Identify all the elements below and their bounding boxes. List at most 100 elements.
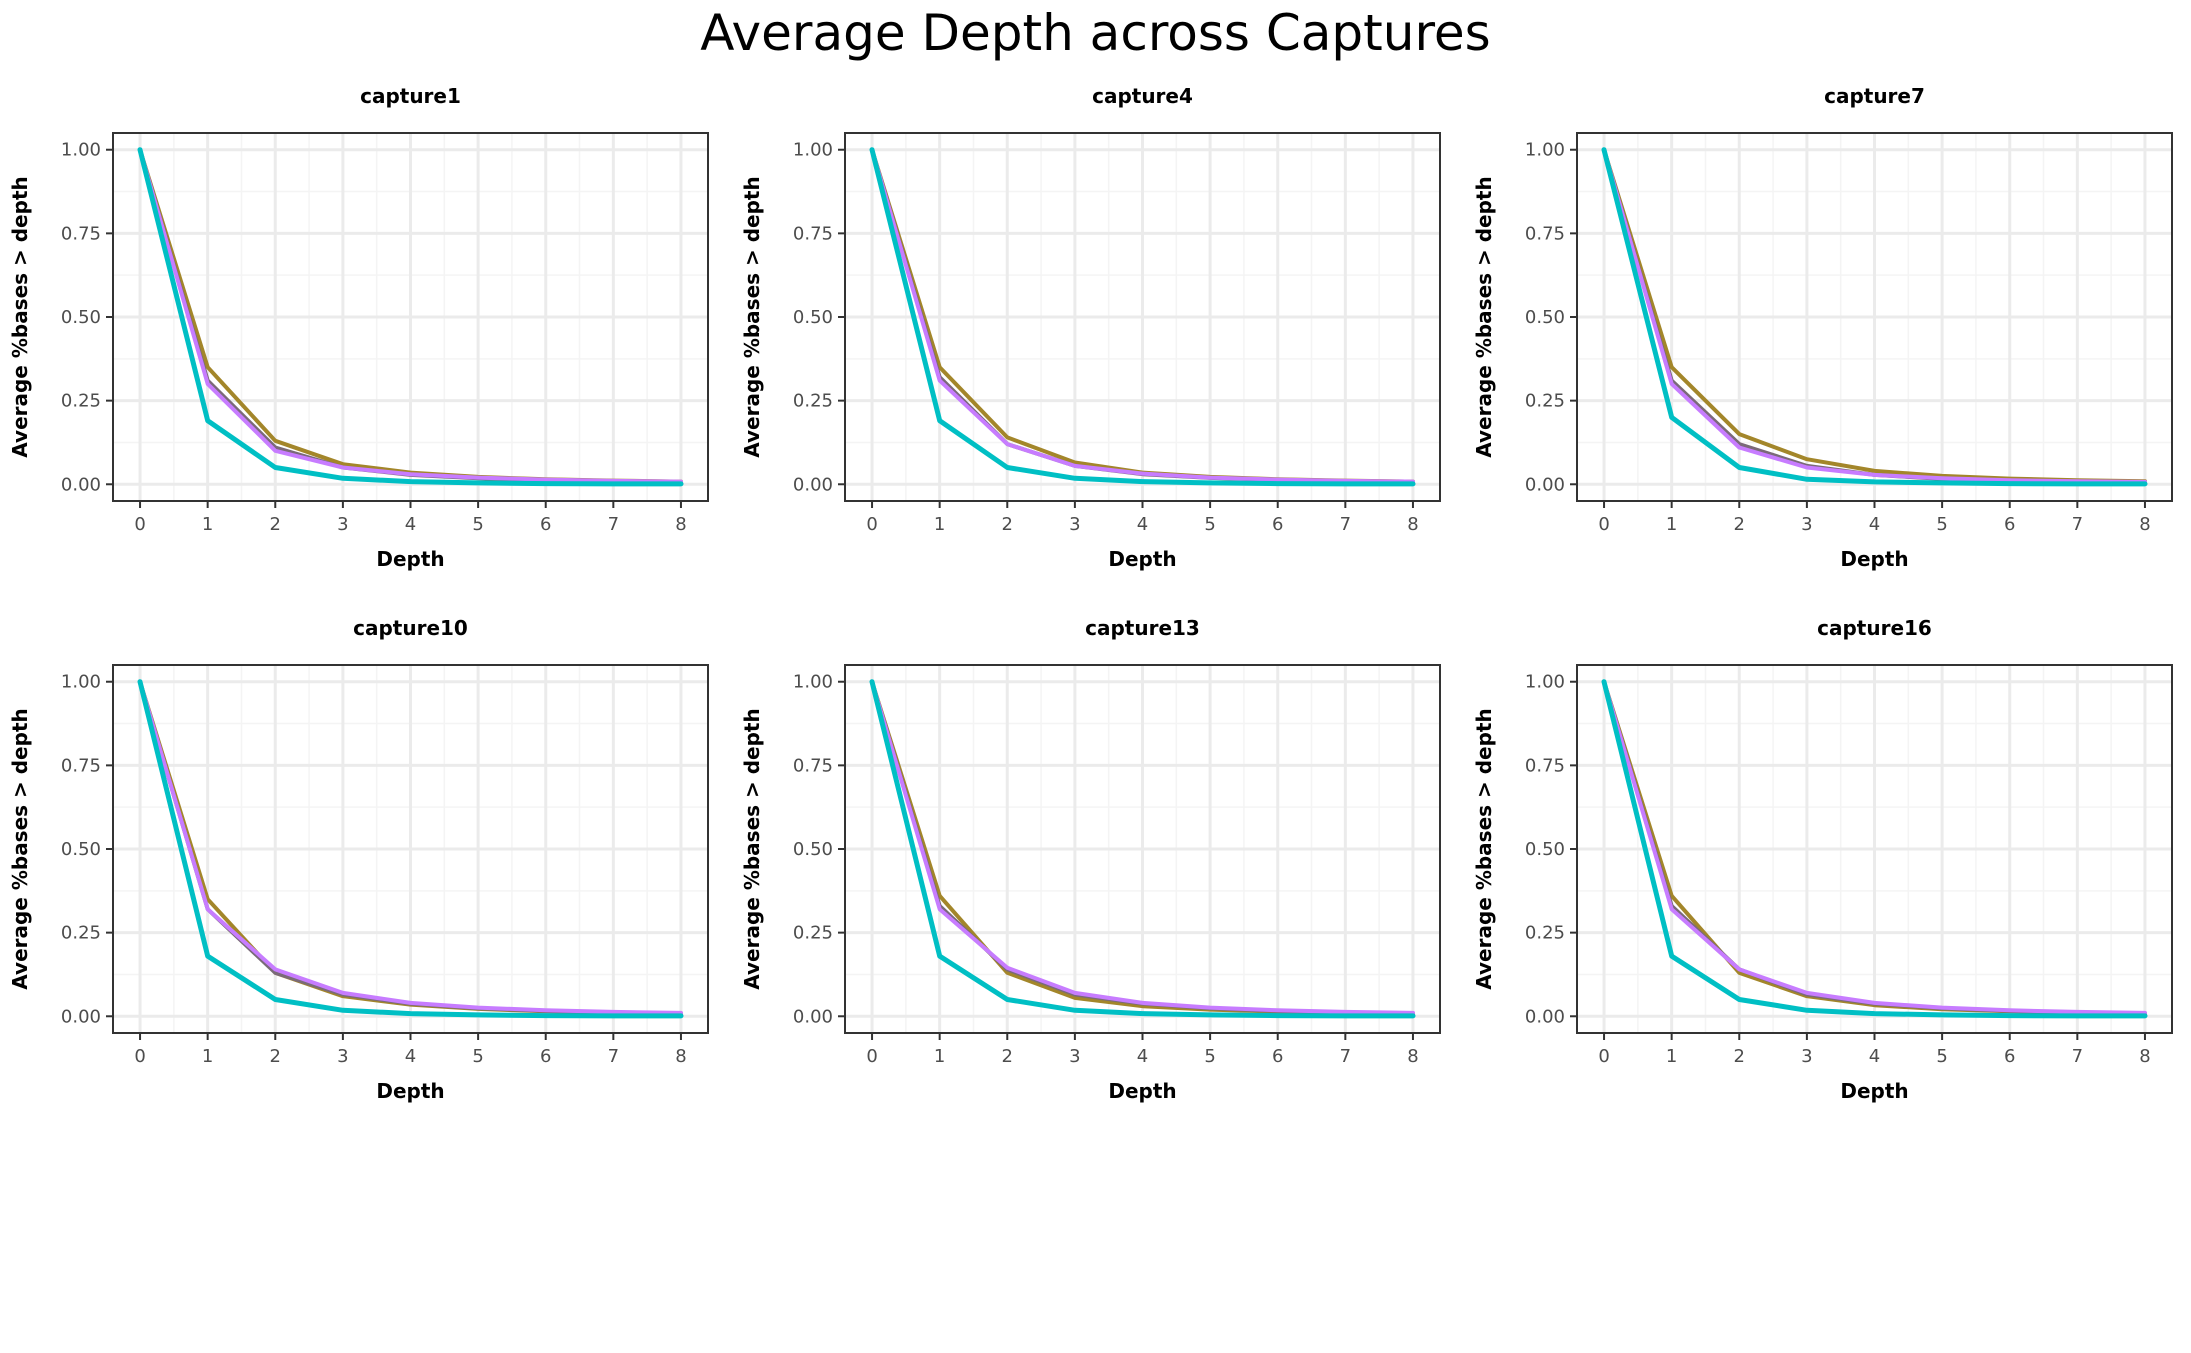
y-tick-label: 0.50 bbox=[1525, 839, 1565, 860]
x-tick-label: 7 bbox=[1340, 514, 1351, 535]
x-tick-label: 3 bbox=[1069, 514, 1080, 535]
series-line-3 bbox=[1602, 679, 2147, 1015]
panel-title: capture10 bbox=[353, 616, 468, 640]
y-tick-label: 1.00 bbox=[793, 140, 833, 161]
x-tick-label: 1 bbox=[1666, 514, 1677, 535]
x-axis-label: Depth bbox=[376, 547, 444, 571]
y-axis-label: Average %bases > depth bbox=[1472, 176, 1496, 457]
y-tick-label: 0.25 bbox=[793, 391, 833, 412]
x-tick-label: 7 bbox=[2072, 514, 2083, 535]
y-tick-label: 1.00 bbox=[61, 672, 101, 693]
x-tick-label: 4 bbox=[405, 1046, 416, 1067]
x-tick-label: 6 bbox=[1272, 514, 1283, 535]
x-tick-label: 1 bbox=[202, 514, 213, 535]
x-tick-label: 7 bbox=[2072, 1046, 2083, 1067]
y-tick-label: 1.00 bbox=[793, 672, 833, 693]
x-tick-label: 0 bbox=[134, 514, 145, 535]
y-tick-label: 1.00 bbox=[1525, 672, 1565, 693]
x-tick-label: 1 bbox=[1666, 1046, 1677, 1067]
figure-title: Average Depth across Captures bbox=[700, 4, 1491, 62]
y-axis-label: Average %bases > depth bbox=[8, 708, 32, 989]
x-tick-label: 3 bbox=[1801, 514, 1812, 535]
x-tick-label: 5 bbox=[472, 1046, 483, 1067]
panel-title: capture4 bbox=[1092, 84, 1193, 108]
x-tick-label: 6 bbox=[540, 514, 551, 535]
y-tick-label: 0.50 bbox=[61, 307, 101, 328]
x-tick-label: 8 bbox=[1407, 514, 1418, 535]
y-tick-label: 0.25 bbox=[1525, 391, 1565, 412]
panel-title: capture1 bbox=[360, 84, 461, 108]
y-axis-label: Average %bases > depth bbox=[740, 708, 764, 989]
y-tick-label: 0.75 bbox=[1525, 755, 1565, 776]
y-tick-label: 1.00 bbox=[1525, 140, 1565, 161]
x-tick-label: 4 bbox=[1869, 1046, 1880, 1067]
panel-title: capture13 bbox=[1085, 616, 1200, 640]
x-tick-label: 5 bbox=[1204, 514, 1215, 535]
x-tick-label: 5 bbox=[1204, 1046, 1215, 1067]
x-tick-label: 8 bbox=[2139, 514, 2150, 535]
x-axis-label: Depth bbox=[1840, 1079, 1908, 1103]
x-tick-label: 2 bbox=[1002, 1046, 1013, 1067]
x-tick-label: 2 bbox=[1734, 514, 1745, 535]
x-tick-label: 3 bbox=[337, 1046, 348, 1067]
x-tick-label: 8 bbox=[2139, 1046, 2150, 1067]
panel-capture7: 0 1 2 3 4 5 6 7 8 0.00 0.25 0.50 0.75 1.00 capture7 Dep… bbox=[1472, 84, 2173, 571]
x-tick-label: 2 bbox=[270, 514, 281, 535]
x-axis-label: Depth bbox=[1108, 547, 1176, 571]
x-tick-label: 1 bbox=[202, 1046, 213, 1067]
y-tick-label: 0.50 bbox=[1525, 307, 1565, 328]
x-tick-label: 5 bbox=[1936, 514, 1947, 535]
series-line-4 bbox=[137, 679, 684, 1019]
panel-capture4: 0 1 2 3 4 5 6 7 8 0.00 0.25 0.50 0.75 1.00 capture4 Dep… bbox=[740, 84, 1441, 571]
series-line-3 bbox=[870, 679, 1415, 1015]
x-tick-label: 0 bbox=[866, 514, 877, 535]
x-tick-label: 0 bbox=[1598, 1046, 1609, 1067]
series-line-4 bbox=[1601, 147, 2148, 487]
x-tick-label: 5 bbox=[472, 514, 483, 535]
x-tick-label: 4 bbox=[1869, 514, 1880, 535]
x-tick-label: 3 bbox=[337, 514, 348, 535]
x-tick-label: 2 bbox=[270, 1046, 281, 1067]
y-axis-label: Average %bases > depth bbox=[1472, 708, 1496, 989]
x-tick-label: 4 bbox=[1137, 514, 1148, 535]
x-tick-label: 0 bbox=[1598, 514, 1609, 535]
series-line-4 bbox=[1601, 679, 2148, 1019]
y-tick-label: 0.50 bbox=[793, 839, 833, 860]
x-axis-label: Depth bbox=[1108, 1079, 1176, 1103]
y-tick-label: 0.50 bbox=[793, 307, 833, 328]
x-tick-label: 7 bbox=[1340, 1046, 1351, 1067]
x-tick-label: 8 bbox=[675, 514, 686, 535]
x-tick-label: 8 bbox=[1407, 1046, 1418, 1067]
x-tick-label: 0 bbox=[866, 1046, 877, 1067]
x-tick-label: 6 bbox=[540, 1046, 551, 1067]
y-tick-label: 0.75 bbox=[793, 223, 833, 244]
y-axis-label: Average %bases > depth bbox=[740, 176, 764, 457]
panel-capture13: 0 1 2 3 4 5 6 7 8 0.00 0.25 0.50 0.75 1.00 capture13 De… bbox=[740, 616, 1441, 1103]
y-tick-label: 0.75 bbox=[1525, 223, 1565, 244]
x-axis-label: Depth bbox=[376, 1079, 444, 1103]
x-tick-label: 6 bbox=[2004, 1046, 2015, 1067]
y-tick-label: 0.25 bbox=[1525, 923, 1565, 944]
x-tick-label: 6 bbox=[2004, 514, 2015, 535]
y-tick-label: 0.00 bbox=[1525, 1006, 1565, 1027]
panel-title: capture16 bbox=[1817, 616, 1932, 640]
series-line-3 bbox=[1602, 147, 2147, 484]
x-tick-label: 2 bbox=[1002, 514, 1013, 535]
y-tick-label: 0.25 bbox=[61, 391, 101, 412]
x-tick-label: 7 bbox=[608, 514, 619, 535]
series-line-4 bbox=[869, 147, 1416, 487]
y-axis-label: Average %bases > depth bbox=[8, 176, 32, 457]
y-tick-label: 0.00 bbox=[61, 1006, 101, 1027]
series-line-3 bbox=[870, 147, 1415, 484]
x-tick-label: 5 bbox=[1936, 1046, 1947, 1067]
x-tick-label: 3 bbox=[1069, 1046, 1080, 1067]
y-tick-label: 1.00 bbox=[61, 140, 101, 161]
x-tick-label: 6 bbox=[1272, 1046, 1283, 1067]
chart-panels: 0 1 2 3 4 5 6 7 8 0.00 0.25 0.50 0.75 1.00 capture1 Dep… bbox=[8, 84, 2173, 1103]
series-line-4 bbox=[869, 679, 1416, 1019]
panel-capture16: 0 1 2 3 4 5 6 7 8 0.00 0.25 0.50 0.75 1.00 capture16 De… bbox=[1472, 616, 2173, 1103]
x-tick-label: 8 bbox=[675, 1046, 686, 1067]
series-line-3 bbox=[138, 679, 683, 1015]
series-line-3 bbox=[138, 147, 683, 484]
